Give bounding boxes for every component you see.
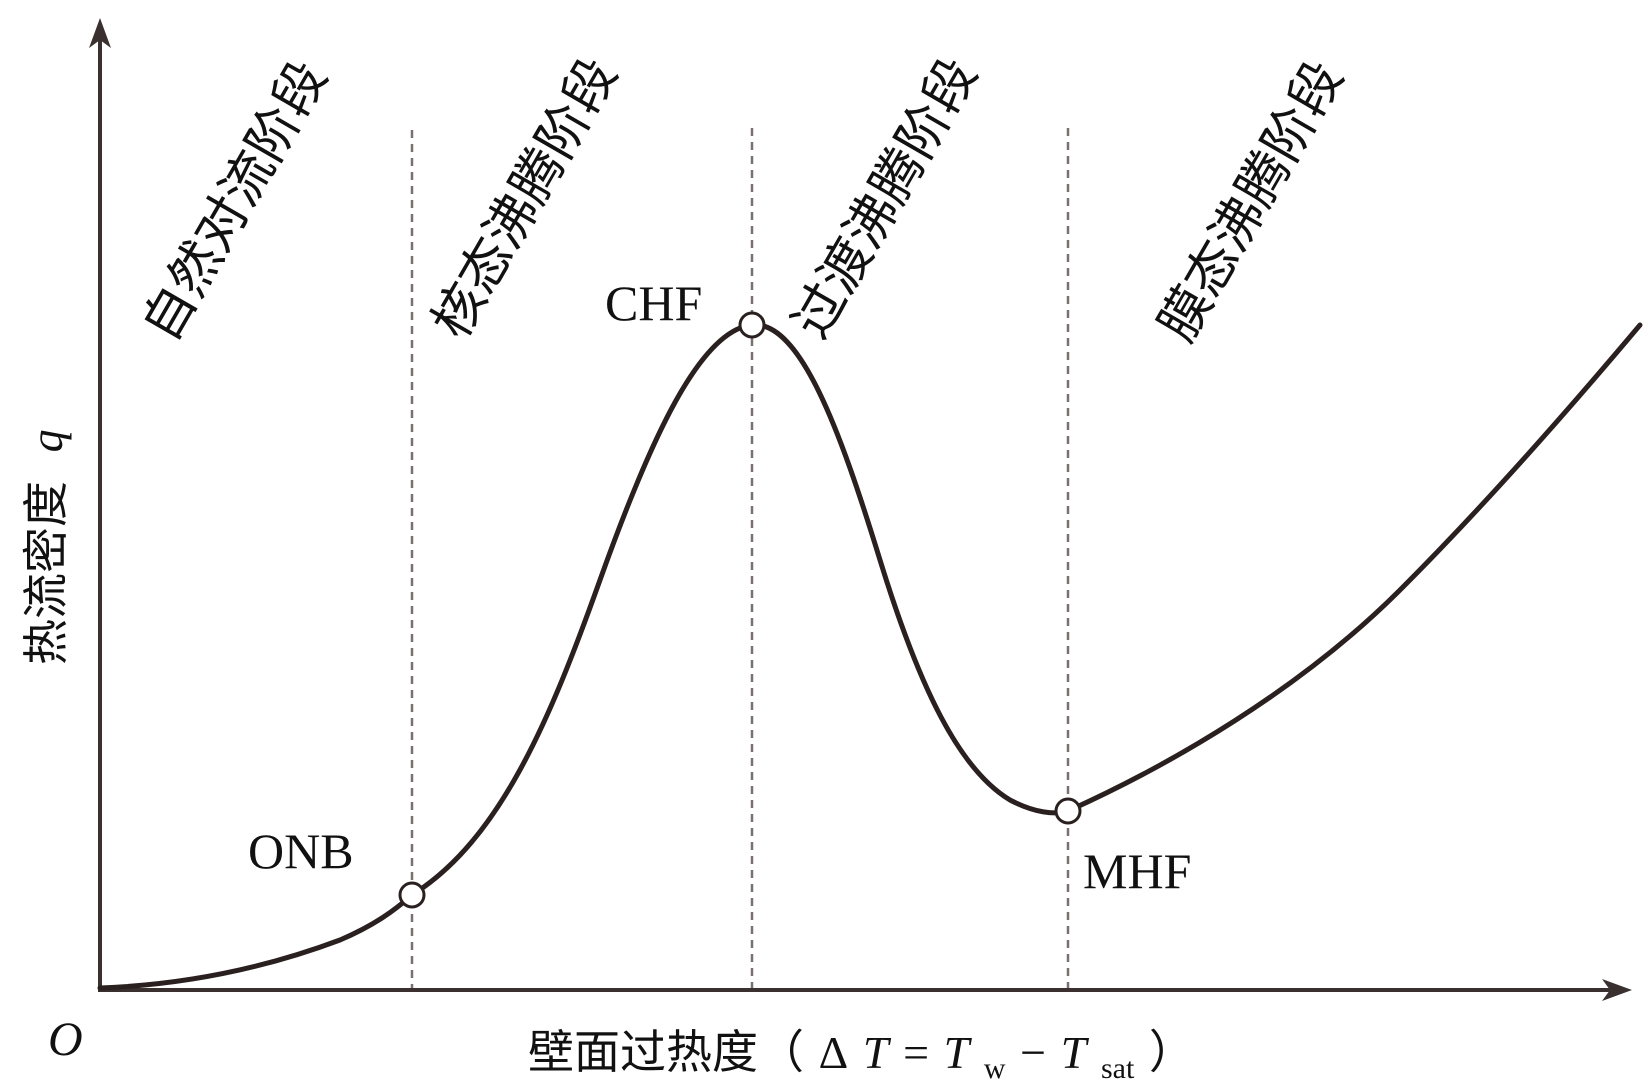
boiling-curve	[97, 322, 1643, 991]
axes	[89, 18, 1632, 1001]
chf-marker	[738, 311, 766, 339]
x-axis-arrow	[1602, 979, 1632, 1001]
stage-label-transition-boiling: 过渡沸腾阶段	[781, 48, 989, 348]
mhf-label: MHF	[1083, 843, 1191, 899]
stage-label-film-boiling: 膜态沸腾阶段	[1147, 51, 1355, 351]
mhf-marker	[1054, 797, 1082, 825]
x-axis-title-suffix: ）	[1149, 1025, 1195, 1079]
onb-label: ONB	[248, 823, 354, 879]
origin-label: O	[48, 1013, 83, 1066]
y-axis-title-symbol: q	[21, 429, 72, 452]
x-axis-title-t: T	[863, 1027, 892, 1078]
x-axis-title: 壁面过热度（ Δ T = T w − T sat ）	[528, 1025, 1195, 1089]
stage-label-natural-convection: 自然对流阶段	[131, 51, 339, 351]
x-axis-title-delta: Δ	[819, 1027, 849, 1078]
stage-dividers	[410, 128, 1070, 988]
x-axis-title-tsat: T	[1061, 1027, 1090, 1078]
stage-label-nucleate-boiling: 核态沸腾阶段	[421, 48, 629, 348]
x-axis-title-minus: −	[1020, 1027, 1046, 1078]
y-axis-title-text: 热流密度	[19, 481, 73, 665]
onb-marker	[398, 881, 426, 909]
x-axis-title-equals: =	[903, 1027, 929, 1078]
y-axis-title: 热流密度 q	[19, 429, 73, 665]
point-markers	[398, 311, 1082, 909]
x-axis-title-sub-w: w	[984, 1052, 1006, 1085]
chf-label: CHF	[605, 275, 702, 331]
x-axis-title-tw: T	[944, 1027, 973, 1078]
x-axis-title-sub-sat: sat	[1101, 1052, 1135, 1085]
y-axis-arrow	[89, 18, 111, 48]
x-axis-title-prefix: 壁面过热度（	[528, 1025, 804, 1079]
